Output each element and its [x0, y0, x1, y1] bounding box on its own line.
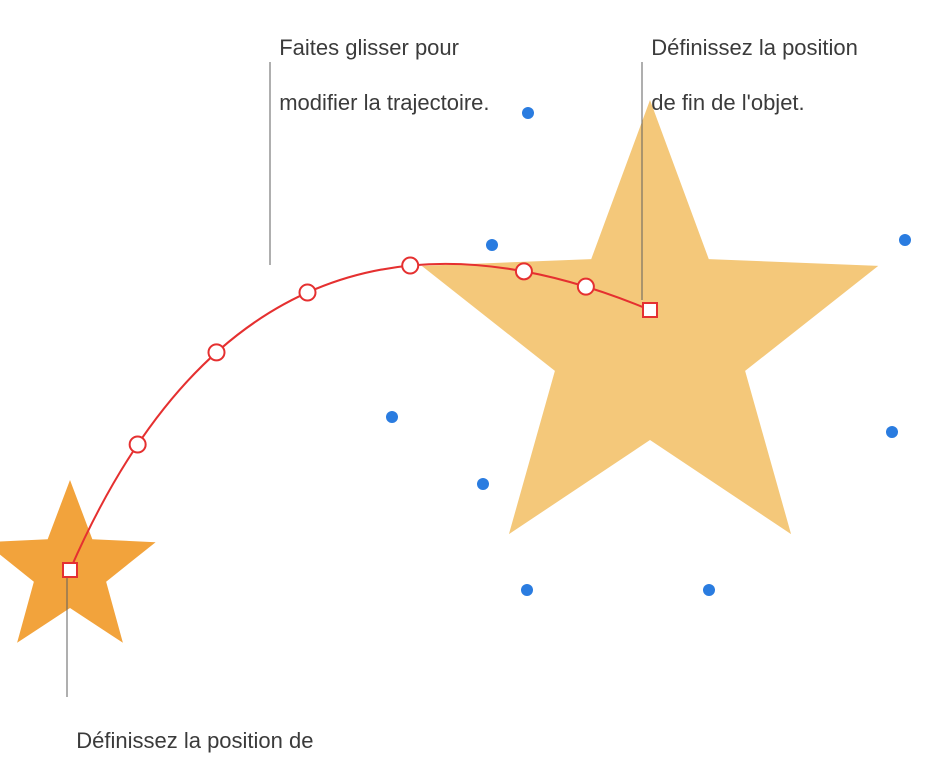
decor-dot — [486, 239, 498, 251]
path-endpoint[interactable] — [643, 303, 657, 317]
callout-drag-path: Faites glisser pour modifier la trajecto… — [267, 6, 490, 116]
path-endpoint[interactable] — [63, 563, 77, 577]
path-handle[interactable] — [578, 279, 594, 295]
callout-drag-line2: modifier la trajectoire. — [279, 90, 489, 115]
path-handle[interactable] — [402, 258, 418, 274]
decor-dot — [522, 107, 534, 119]
decor-dot — [886, 426, 898, 438]
callout-start-position: Définissez la position de départ de l'ob… — [64, 699, 313, 763]
callout-drag-line1: Faites glisser pour — [279, 35, 459, 60]
path-handle[interactable] — [516, 263, 532, 279]
decor-dot — [703, 584, 715, 596]
decor-dot — [386, 411, 398, 423]
path-handle[interactable] — [208, 344, 224, 360]
callout-end-line1: Définissez la position — [651, 35, 858, 60]
start-star-shape[interactable] — [0, 480, 156, 643]
callout-start-line1: Définissez la position de — [76, 728, 313, 753]
path-handle[interactable] — [130, 437, 146, 453]
path-handle[interactable] — [300, 285, 316, 301]
decor-dot — [899, 234, 911, 246]
decor-dot — [477, 478, 489, 490]
callout-end-line2: de fin de l'objet. — [651, 90, 804, 115]
callout-end-position: Définissez la position de fin de l'objet… — [639, 6, 858, 116]
decor-dot — [521, 584, 533, 596]
